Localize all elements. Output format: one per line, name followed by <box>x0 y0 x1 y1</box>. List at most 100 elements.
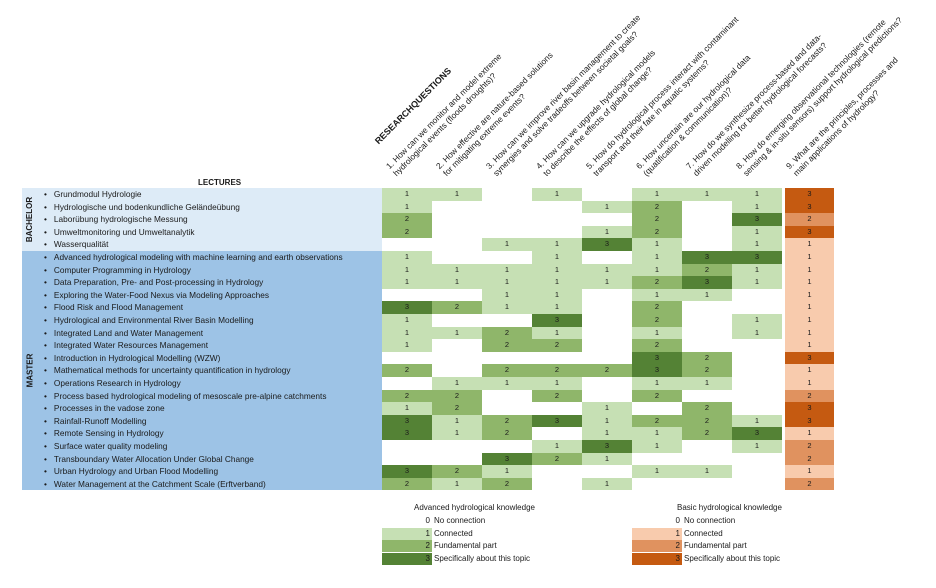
research-question-cell: 1 <box>632 377 682 390</box>
research-question-cell: 1 <box>432 377 482 390</box>
research-question-cell <box>382 288 432 302</box>
lecture-row-label: Rainfall-Runoff Modelling <box>44 415 147 428</box>
research-question-cell <box>732 364 782 377</box>
research-question-cell: 2 <box>632 389 682 403</box>
lecture-row-label: Urban Hydrology and Urban Flood Modellin… <box>44 465 218 478</box>
legend-swatch <box>382 527 432 540</box>
research-question-cell <box>532 402 582 415</box>
research-question-cell <box>432 452 482 466</box>
research-question-cell: 1 <box>532 251 582 264</box>
research-question-cell: 1 <box>532 288 582 302</box>
research-question-cell <box>682 339 732 352</box>
research-question-cell: 1 <box>632 251 682 264</box>
basic-knowledge-cell: 1 <box>785 427 835 440</box>
research-question-cell: 3 <box>382 427 432 440</box>
research-question-cell: 1 <box>582 402 632 415</box>
research-question-cell <box>532 427 582 440</box>
research-question-cell: 3 <box>732 251 782 264</box>
basic-knowledge-cell: 1 <box>785 263 835 277</box>
research-question-cell <box>482 440 532 453</box>
research-question-cell <box>532 225 582 239</box>
research-question-cell: 2 <box>632 414 682 428</box>
research-question-cell: 3 <box>382 414 432 428</box>
research-question-cell <box>482 213 532 226</box>
research-question-cell <box>732 452 782 466</box>
research-question-cell: 1 <box>532 238 582 251</box>
research-question-cell <box>432 200 482 214</box>
legend-swatch <box>632 527 682 540</box>
basic-knowledge-cell: 3 <box>785 188 835 201</box>
legend-value: 0 <box>425 516 430 525</box>
legend-swatch <box>382 515 432 527</box>
research-question-cell: 3 <box>732 213 782 226</box>
bachelor-group-label: BACHELOR <box>25 196 34 243</box>
basic-knowledge-cell: 2 <box>785 440 835 453</box>
lecture-row-label: Operations Research in Hydrology <box>44 377 181 390</box>
research-question-cell <box>732 339 782 352</box>
research-question-cell: 1 <box>582 427 632 440</box>
research-question-cell: 2 <box>682 364 732 377</box>
basic-knowledge-cell: 3 <box>785 200 835 214</box>
research-question-cell: 1 <box>432 427 482 440</box>
basic-knowledge-cell: 1 <box>785 251 835 264</box>
legend-swatch <box>632 515 682 527</box>
research-question-cell: 2 <box>532 389 582 403</box>
research-question-cell: 1 <box>732 200 782 214</box>
research-question-cell: 2 <box>682 351 732 365</box>
basic-knowledge-cell: 1 <box>785 276 835 289</box>
research-question-cell: 1 <box>382 339 432 352</box>
research-question-cell: 1 <box>432 276 482 289</box>
lectures-title: LECTURES <box>198 178 242 187</box>
research-question-cell: 2 <box>682 414 732 428</box>
basic-knowledge-cell: 3 <box>785 402 835 415</box>
research-question-cell: 3 <box>682 276 732 289</box>
research-question-cell <box>432 213 482 226</box>
research-question-cell: 2 <box>532 339 582 352</box>
research-question-cell <box>482 200 532 214</box>
research-question-cell: 1 <box>632 427 682 440</box>
lecture-row-label: Transboundary Water Allocation Under Glo… <box>44 453 254 466</box>
research-question-cell: 1 <box>732 326 782 340</box>
research-question-cell <box>732 351 782 365</box>
research-question-cell <box>382 452 432 466</box>
research-question-cell: 1 <box>382 251 432 264</box>
legend-value: 3 <box>675 553 680 563</box>
lecture-row-label: Flood Risk and Flood Management <box>44 301 183 314</box>
research-question-cell <box>582 389 632 403</box>
research-question-cell: 2 <box>632 276 682 289</box>
research-question-cell: 2 <box>382 389 432 403</box>
basic-knowledge-cell: 1 <box>785 465 835 478</box>
lecture-row-label: Integrated Water Resources Management <box>44 339 208 352</box>
research-question-cell: 1 <box>382 263 432 277</box>
research-question-cell <box>682 389 732 403</box>
research-question-cell <box>582 213 632 226</box>
column-headers: RESEARCHQUESTIONS 1. How can we monitor … <box>0 0 936 188</box>
research-question-cell: 3 <box>582 440 632 453</box>
lecture-row-label: Exploring the Water-Food Nexus via Model… <box>44 289 269 302</box>
research-question-cell <box>682 440 732 453</box>
research-question-cell: 1 <box>732 314 782 327</box>
legend-label: Fundamental part <box>434 541 497 550</box>
research-question-cell: 1 <box>382 200 432 214</box>
lecture-row-label: Computer Programming in Hydrology <box>44 264 191 277</box>
research-question-cell: 1 <box>632 440 682 453</box>
research-question-cell <box>432 440 482 453</box>
research-question-cell <box>582 288 632 302</box>
research-question-cell: 1 <box>632 188 682 201</box>
research-question-cell: 1 <box>682 465 732 478</box>
research-question-cell <box>482 314 532 327</box>
research-question-cell <box>532 200 582 214</box>
research-question-cell: 1 <box>532 377 582 390</box>
research-question-cell: 1 <box>632 288 682 302</box>
research-question-cell <box>482 251 532 264</box>
legend-swatch <box>632 552 682 565</box>
research-question-cell <box>432 238 482 251</box>
lecture-row-label: Laborübung hydrologische Messung <box>44 213 188 226</box>
research-question-cell <box>482 351 532 365</box>
legend-label: Specifically about this topic <box>434 553 531 563</box>
research-question-cell: 1 <box>732 414 782 428</box>
research-question-cell: 1 <box>482 377 532 390</box>
research-question-cell: 2 <box>482 364 532 377</box>
lecture-row-label: Mathematical methods for uncertainty qua… <box>44 364 291 377</box>
research-question-cell <box>482 188 532 201</box>
